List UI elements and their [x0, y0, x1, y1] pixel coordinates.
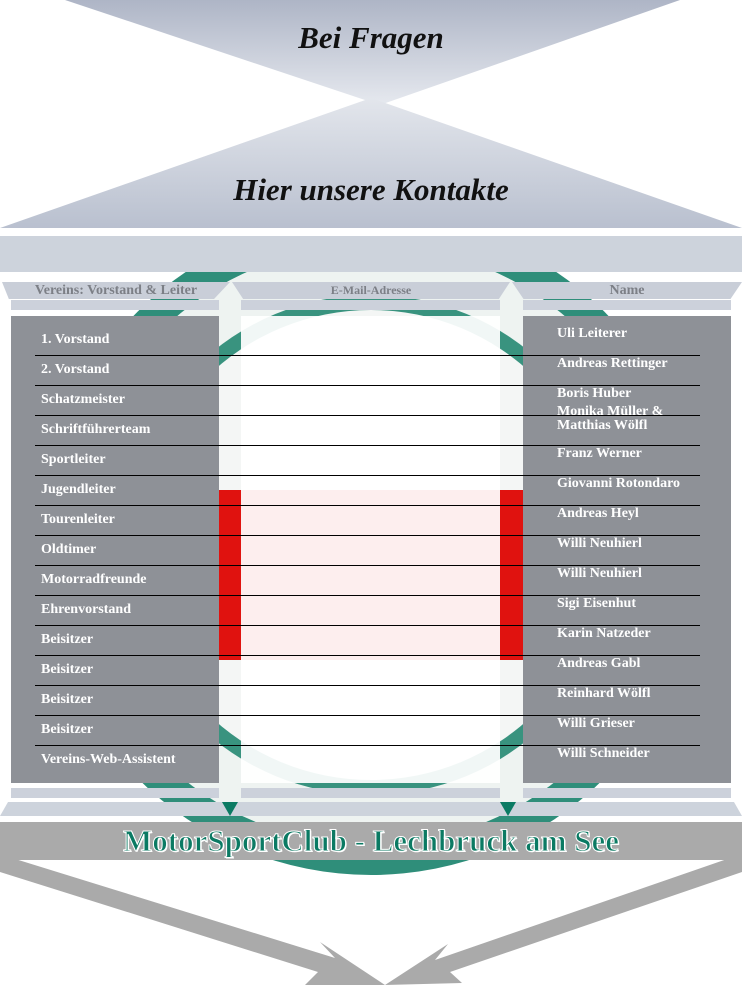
- column-header-role: Vereins: Vorstand & Leiter: [2, 282, 230, 299]
- contact-role: Motorradfreunde: [41, 572, 147, 587]
- contact-name: Sigi Eisenhut: [557, 596, 636, 611]
- contact-role: Ehrenvorstand: [41, 602, 131, 617]
- contact-name: Franz Werner: [557, 446, 642, 461]
- column-header-name: Name: [512, 282, 742, 299]
- row-divider: [35, 565, 700, 566]
- contact-name: Willi Neuhierl: [557, 566, 642, 581]
- subtitle: Hier unsere Kontakte: [233, 172, 509, 207]
- contact-role: Beisitzer: [41, 692, 94, 707]
- row-divider: [35, 535, 700, 536]
- row-divider: [35, 385, 700, 386]
- row-divider: [35, 505, 700, 506]
- contact-role: 2. Vorstand: [41, 362, 110, 377]
- contact-name: Reinhard Wölfl: [557, 686, 651, 701]
- arrow-marker-icon: [222, 802, 238, 816]
- contact-name: Willi Schneider: [557, 746, 650, 761]
- top-banner: [65, 0, 680, 105]
- contact-name: Andreas Gabl: [557, 656, 641, 671]
- email-panel: [241, 316, 500, 783]
- contact-name: Andreas Heyl: [557, 506, 639, 521]
- contact-name: Giovanni Rotondaro: [557, 476, 681, 491]
- contact-role: Oldtimer: [41, 542, 97, 557]
- row-divider: [35, 475, 700, 476]
- contact-name: Karin Natzeder: [557, 626, 651, 641]
- row-divider: [35, 745, 700, 746]
- row-divider: [35, 355, 700, 356]
- top-title: Bei Fragen: [298, 20, 444, 55]
- contact-role: Tourenleiter: [41, 512, 115, 527]
- row-divider: [35, 685, 700, 686]
- contact-role: Schatzmeister: [41, 392, 125, 407]
- club-name-banner: MotorSportClub - Lechbruck am See: [0, 822, 742, 860]
- contact-role: Vereins-Web-Assistent: [41, 752, 176, 767]
- row-divider: [35, 625, 700, 626]
- header-bar: [0, 236, 742, 272]
- contact-role: 1. Vorstand: [41, 332, 110, 347]
- contact-role: Jugendleiter: [41, 482, 116, 497]
- row-divider: [35, 595, 700, 596]
- column-header-email: E-Mail-Adresse: [232, 282, 510, 299]
- row-divider: [35, 415, 700, 416]
- arrow-down-right-icon: [385, 858, 742, 985]
- contact-role: Schriftführerteam: [41, 422, 151, 437]
- contact-name: Andreas Rettinger: [557, 356, 668, 371]
- contact-name: Boris Huber: [557, 386, 632, 401]
- contact-role: Beisitzer: [41, 722, 94, 737]
- row-divider: [35, 445, 700, 446]
- row-divider: [35, 715, 700, 716]
- row-divider: [35, 655, 700, 656]
- arrow-marker-icon: [500, 802, 516, 816]
- role-panel: [11, 316, 219, 783]
- contact-name: Willi Neuhierl: [557, 536, 642, 551]
- contact-name: Willi Grieser: [557, 716, 635, 731]
- contact-role: Sportleiter: [41, 452, 106, 467]
- contact-name: Uli Leiterer: [557, 326, 628, 341]
- arrow-down-left-icon: [0, 858, 385, 985]
- contact-role: Beisitzer: [41, 662, 94, 677]
- contact-name: Monika Müller & Matthias Wölfl: [557, 404, 664, 433]
- contact-role: Beisitzer: [41, 632, 94, 647]
- name-panel: [523, 316, 731, 783]
- roof-banner: [0, 98, 742, 228]
